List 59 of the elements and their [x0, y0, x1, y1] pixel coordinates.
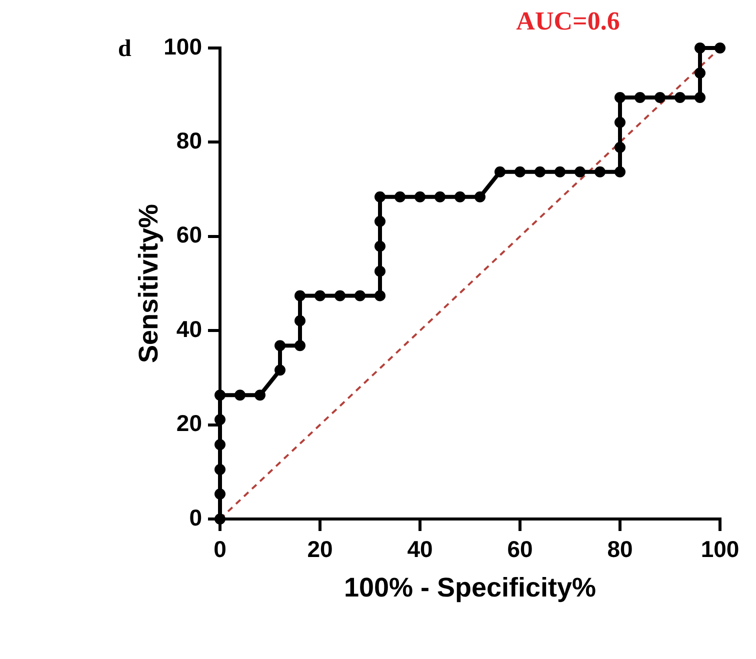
x-tick-label: 60 [507, 536, 533, 562]
point [614, 166, 626, 178]
point [594, 166, 606, 178]
point [314, 290, 326, 302]
point [274, 364, 286, 376]
point [614, 116, 626, 128]
point [214, 514, 226, 524]
x-tick-label: 100 [700, 536, 740, 562]
point [374, 240, 386, 252]
point [654, 92, 666, 103]
point [394, 191, 406, 202]
x-tick-label: 0 [214, 536, 226, 562]
y-tick-label: 60 [176, 222, 202, 248]
point [374, 191, 386, 202]
point [214, 439, 226, 450]
point [514, 166, 526, 178]
x-tick-label: 40 [407, 536, 433, 562]
point [214, 414, 226, 426]
point [274, 340, 286, 352]
point [554, 166, 566, 178]
text: AUC=0.6 [516, 6, 620, 36]
point [634, 92, 646, 103]
y-tick-label: 40 [176, 316, 202, 342]
point [374, 266, 386, 277]
point [574, 166, 586, 178]
y-tick-label: 20 [176, 410, 202, 436]
y-tick-label: 80 [176, 128, 202, 154]
point [354, 290, 366, 302]
point [694, 42, 706, 54]
point [254, 390, 266, 401]
point [234, 390, 246, 401]
point [334, 290, 346, 302]
point [374, 290, 386, 302]
point [614, 142, 626, 153]
point [694, 67, 706, 78]
point [214, 390, 226, 401]
point [494, 166, 506, 178]
y-axis-title: Sensitivity% [134, 204, 164, 364]
point [374, 216, 386, 227]
x-tick-label: 20 [307, 536, 333, 562]
y-tick-label: 100 [164, 33, 202, 60]
point [414, 191, 426, 202]
point [674, 92, 686, 103]
x-axis-title: 100% - Specificity% [344, 572, 596, 602]
point [294, 315, 306, 326]
point [454, 191, 466, 202]
point [534, 166, 546, 178]
point [434, 191, 446, 202]
point [214, 464, 226, 476]
x-tick-label: 80 [607, 536, 633, 562]
point [694, 92, 706, 103]
point [714, 42, 726, 54]
point [294, 290, 306, 302]
point [214, 488, 226, 500]
point [474, 191, 486, 202]
point [614, 92, 626, 103]
y-tick-label: 0 [189, 504, 202, 530]
chart-title: d [118, 36, 132, 62]
point [294, 340, 306, 352]
